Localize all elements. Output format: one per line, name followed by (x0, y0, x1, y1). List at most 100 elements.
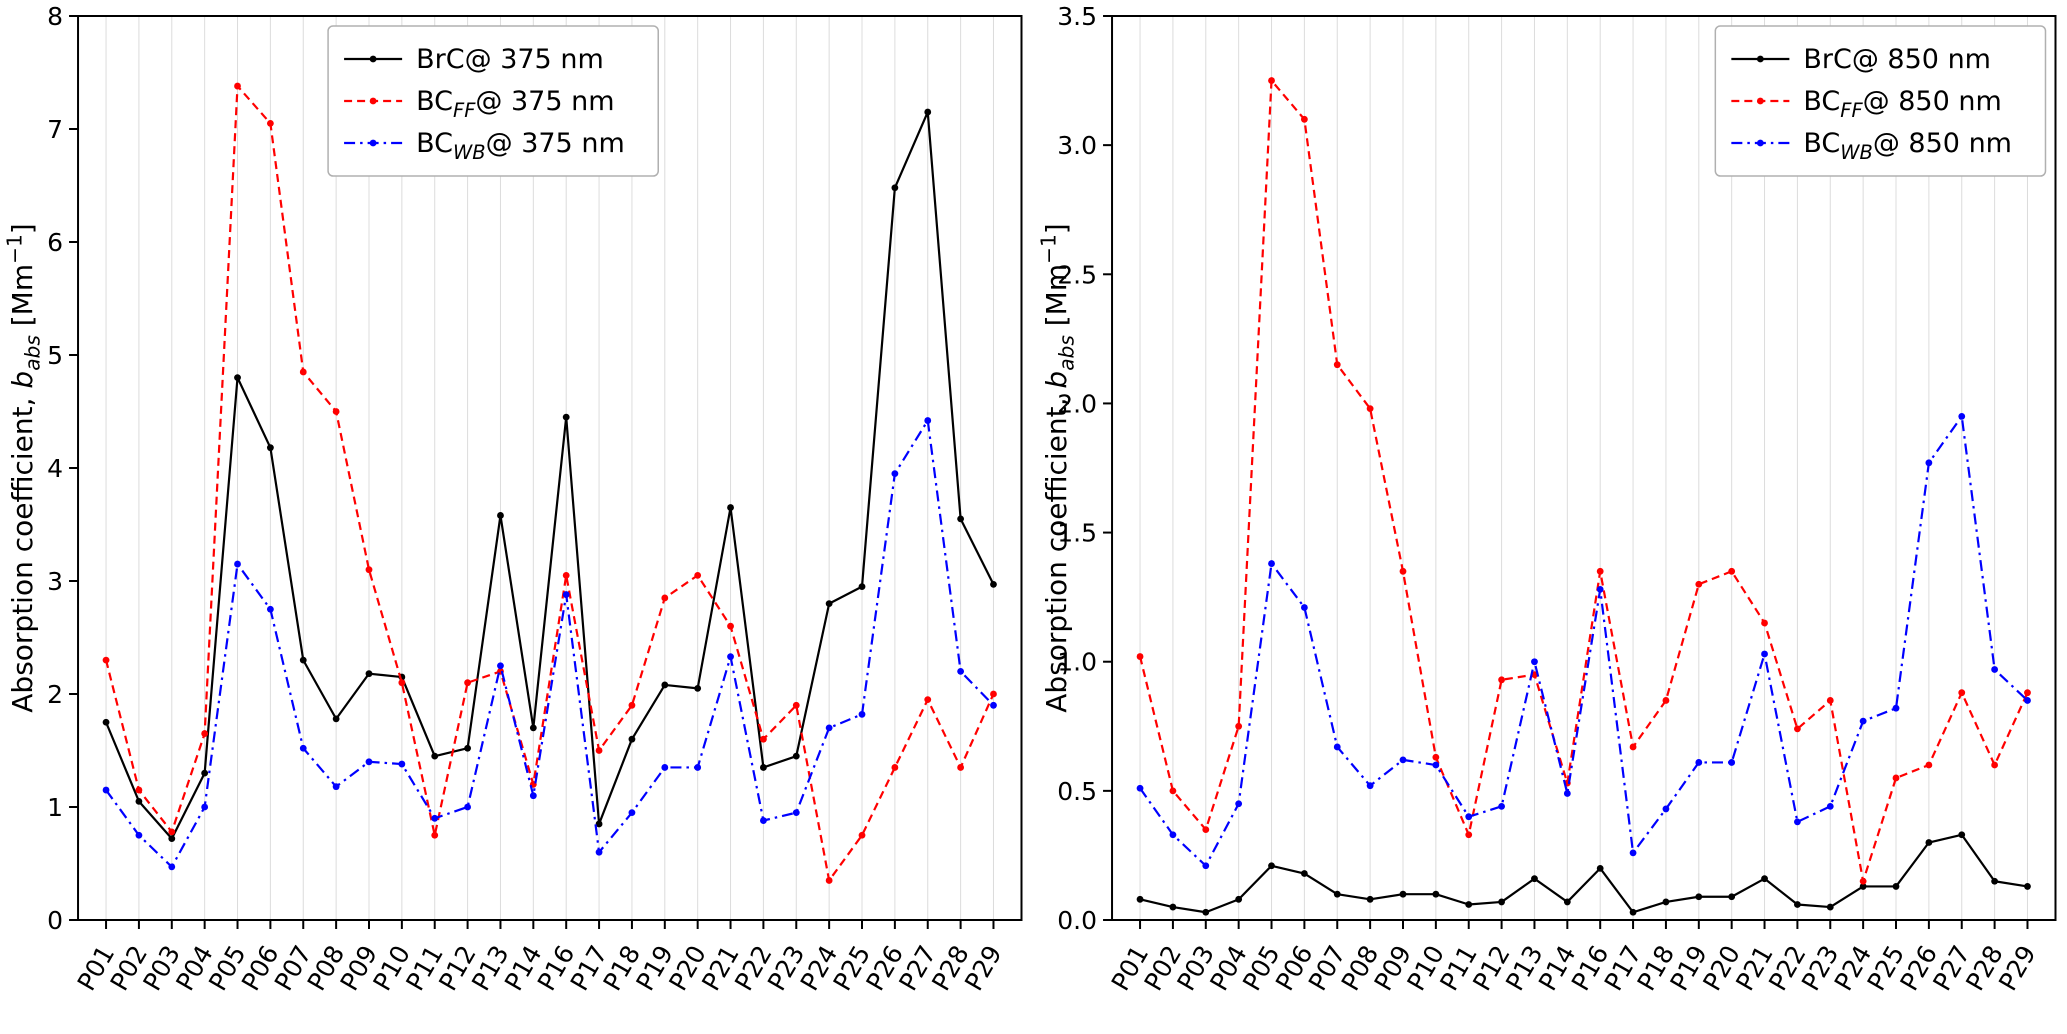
legend-marker (369, 139, 377, 147)
data-point (891, 470, 899, 478)
legend-label: BCWB@ 375 nm (416, 128, 625, 164)
series-line (104, 84, 995, 882)
data-point (1662, 697, 1669, 704)
data-point (924, 108, 932, 116)
data-point (595, 820, 603, 828)
data-point (1990, 877, 1998, 885)
legend-marker (1756, 55, 1764, 63)
data-point (1957, 689, 1965, 697)
data-point (1793, 901, 1801, 908)
data-point (1662, 805, 1669, 813)
data-point (990, 580, 997, 588)
data-point (858, 831, 866, 839)
y-tick-label: 2 (47, 680, 63, 709)
data-point (661, 594, 669, 602)
y-tick-label: 1.0 (1057, 648, 1097, 677)
data-point (1892, 704, 1899, 712)
data-point (102, 786, 110, 794)
y-tick-label: 0.0 (1057, 906, 1097, 935)
legend-marker (1756, 97, 1764, 105)
y-tick-label: 0 (47, 906, 63, 935)
data-point (1694, 893, 1702, 901)
y-tick-label: 4 (47, 454, 63, 483)
data-point (858, 583, 866, 591)
data-point (1201, 826, 1209, 833)
data-point (1234, 800, 1242, 808)
y-axis-label: Absorption coefficient, babs [Mm−1] (2, 223, 44, 712)
data-point (1136, 653, 1143, 660)
data-point (1760, 875, 1768, 883)
data-point (2023, 689, 2031, 697)
data-point (957, 764, 965, 771)
data-point (234, 560, 241, 568)
y-tick-label: 1 (47, 793, 63, 822)
legend-marker (1756, 139, 1764, 147)
data-point (1826, 802, 1834, 810)
x-tick-label: P29 (959, 941, 1008, 996)
data-point (1727, 567, 1735, 575)
data-point (1366, 895, 1374, 903)
data-point (1366, 405, 1374, 412)
y-tick-label: 2.5 (1057, 260, 1097, 289)
data-point (1563, 790, 1571, 797)
series-BCWB@-375-nm (102, 417, 997, 871)
y-tick-label: 3 (47, 567, 63, 596)
data-point (332, 715, 340, 723)
legend-label: BCFF@ 850 nm (1803, 86, 2001, 122)
data-point (135, 831, 143, 839)
data-point (365, 566, 373, 574)
data-point (990, 701, 997, 709)
series-BCFF@-850-nm (1136, 77, 2031, 885)
data-point (1464, 901, 1472, 908)
y-tick-label: 3.5 (1057, 2, 1097, 31)
data-point (792, 809, 800, 817)
data-point (1300, 870, 1308, 877)
data-point (1859, 883, 1867, 890)
data-point (464, 744, 471, 752)
data-point (990, 690, 997, 698)
series-line (105, 419, 995, 868)
data-point (1892, 774, 1899, 782)
series-line (105, 110, 995, 840)
data-point (168, 835, 176, 843)
data-point (266, 605, 274, 613)
data-point (135, 786, 143, 794)
data-point (1629, 743, 1636, 751)
data-point (497, 662, 504, 670)
data-point (1169, 831, 1176, 839)
data-point (365, 670, 373, 678)
data-point (825, 877, 833, 884)
data-point (661, 681, 669, 689)
data-point (102, 718, 110, 726)
data-point (1793, 818, 1801, 826)
data-point (1431, 761, 1439, 769)
data-point (529, 724, 537, 732)
data-point (1300, 604, 1308, 611)
data-point (201, 769, 209, 777)
data-point (1957, 831, 1965, 839)
data-point (628, 735, 636, 743)
data-point (1300, 115, 1308, 123)
data-point (760, 735, 767, 743)
series-line (1138, 79, 2028, 883)
data-point (727, 504, 734, 511)
data-point (1760, 650, 1768, 658)
data-point (168, 863, 176, 871)
data-point (595, 848, 603, 856)
data-point (1267, 560, 1275, 567)
series-line (1138, 415, 2028, 867)
data-point (299, 368, 307, 376)
x-axis: P01P02P03P04P05P06P07P08P09P10P11P12P13P… (72, 920, 1008, 996)
data-point (398, 760, 406, 768)
data-point (1990, 666, 1998, 673)
data-point (332, 783, 340, 791)
data-point (1826, 697, 1834, 704)
data-point (628, 809, 636, 817)
data-point (1596, 864, 1604, 872)
y-tick-label: 6 (47, 228, 63, 257)
data-point (431, 831, 439, 839)
data-point (1924, 761, 1932, 769)
data-point (1399, 890, 1406, 898)
data-point (266, 444, 274, 452)
data-point (1596, 585, 1604, 593)
